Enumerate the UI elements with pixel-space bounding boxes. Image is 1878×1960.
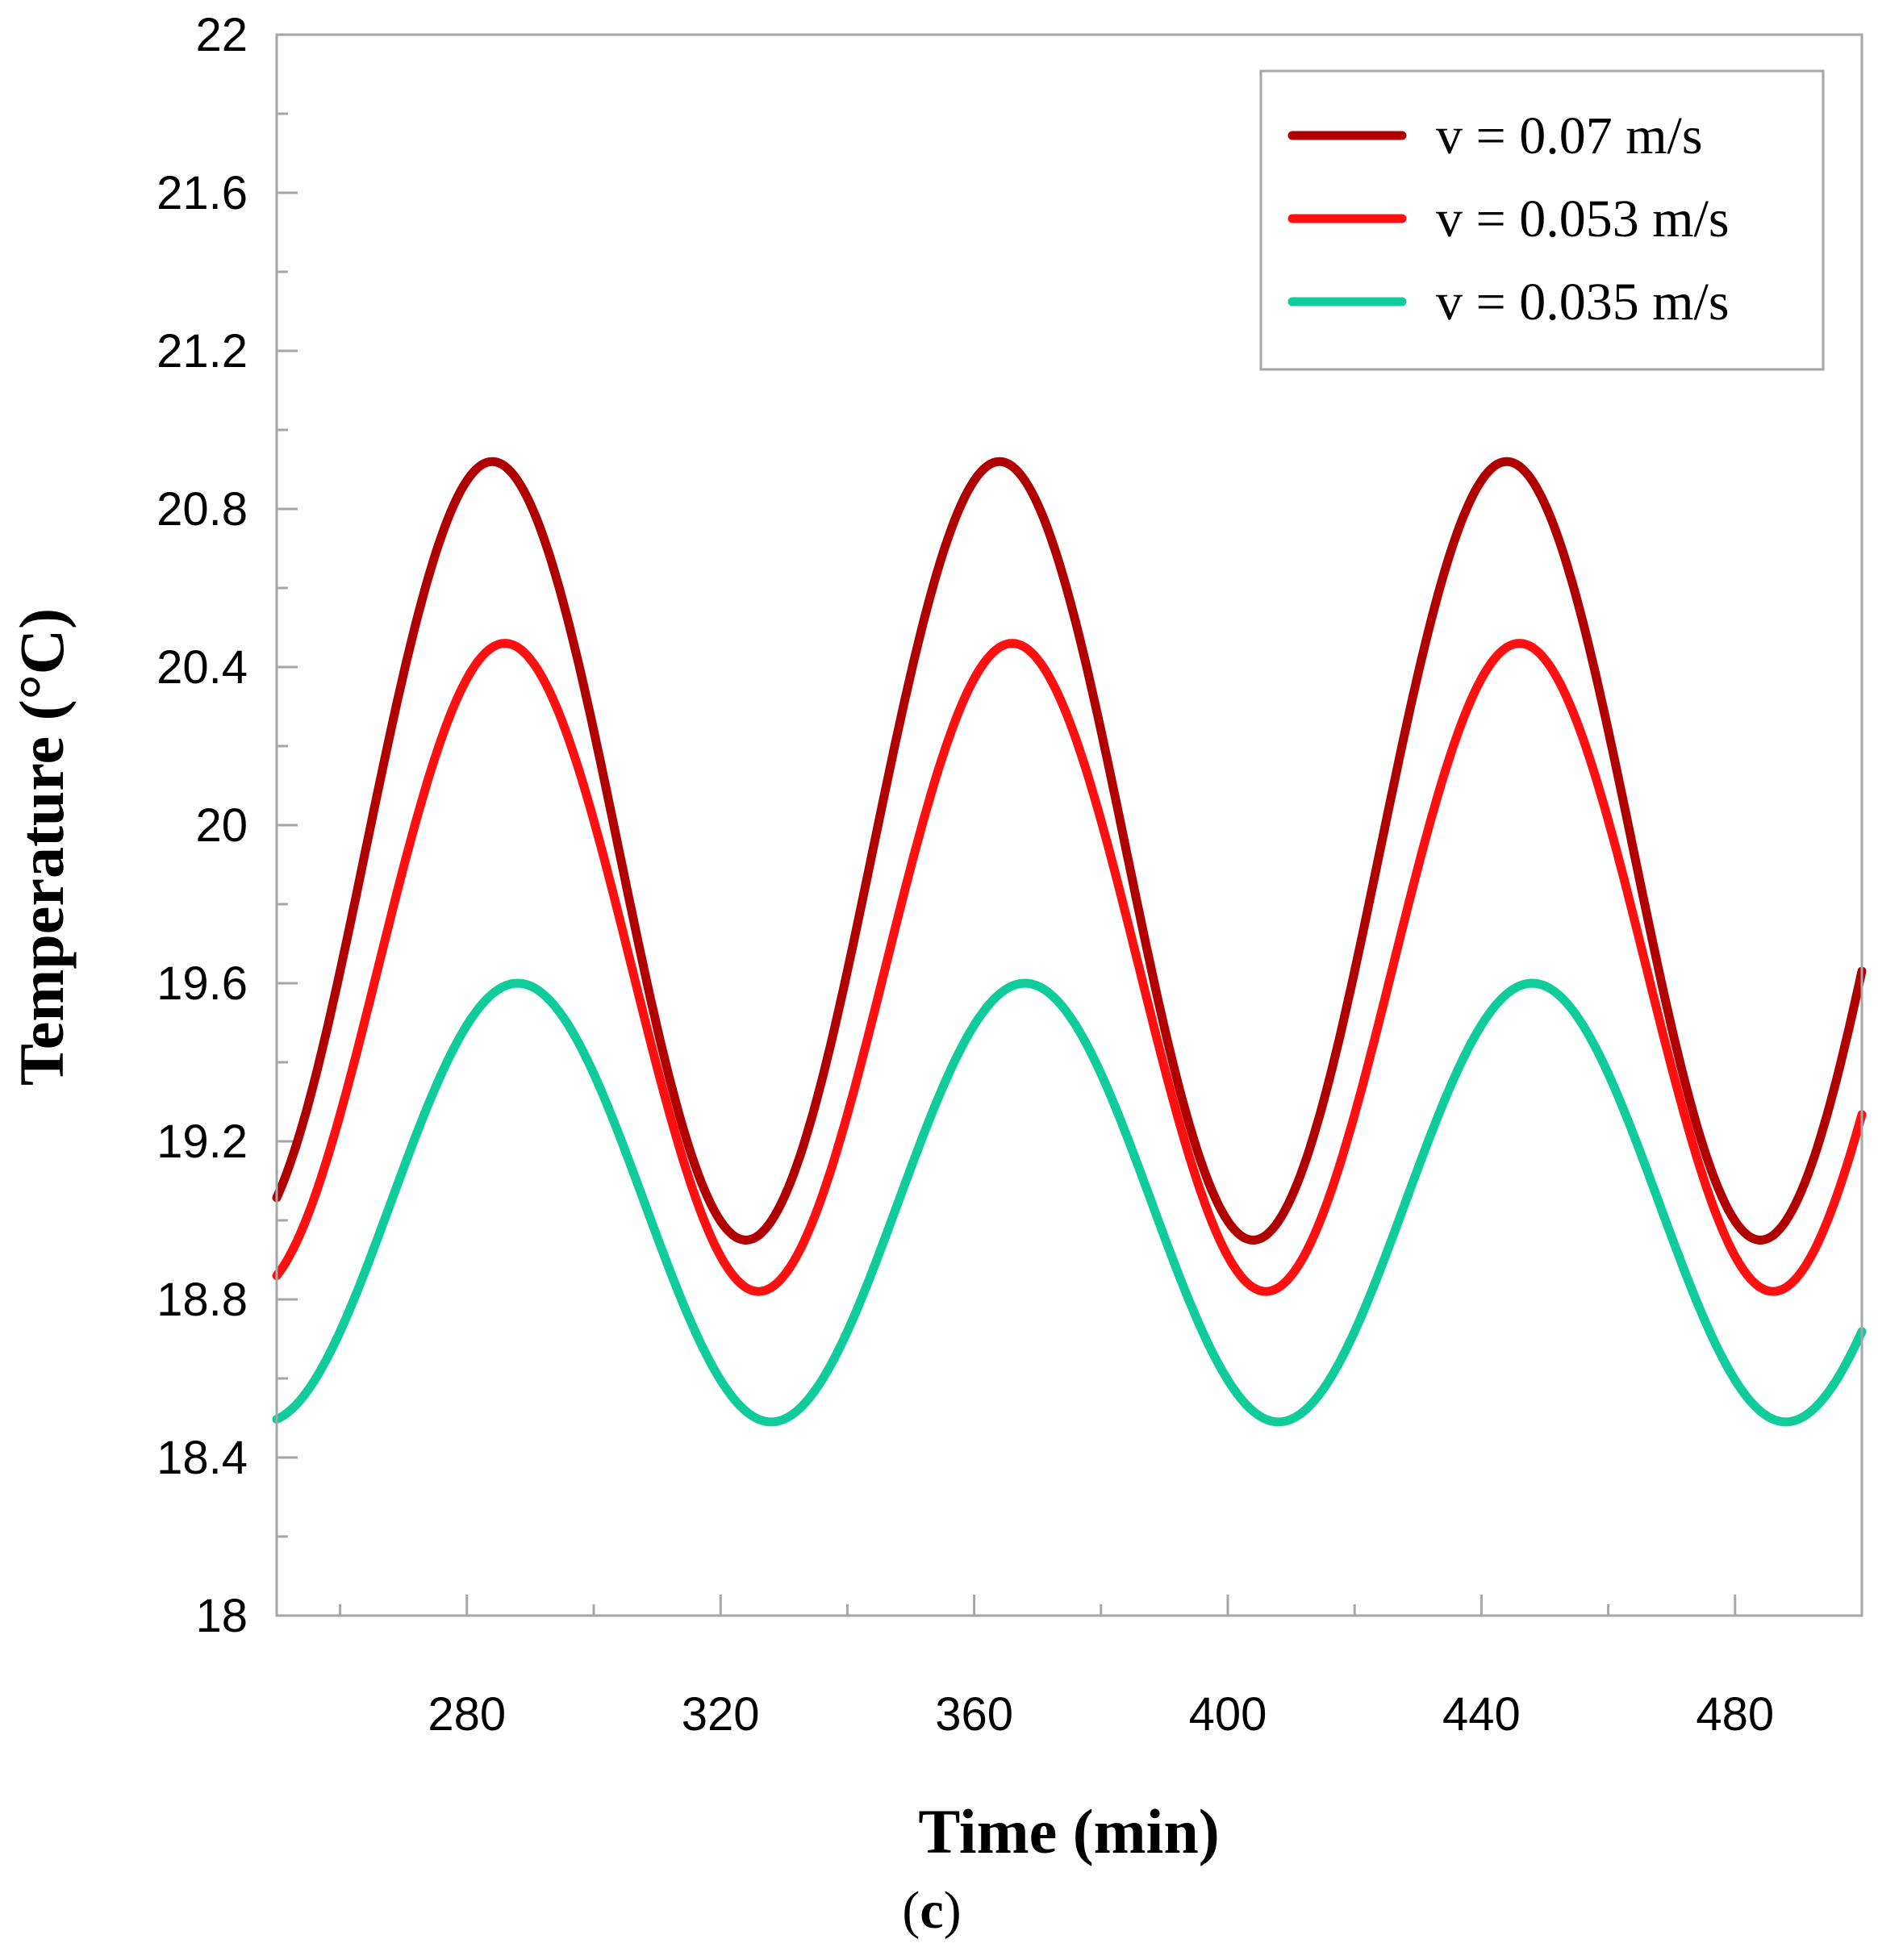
y-tick-label: 19.6 bbox=[156, 957, 248, 1010]
y-tick-label: 18 bbox=[195, 1590, 248, 1642]
caption-letter: c bbox=[920, 1881, 943, 1940]
x-tick-label: 480 bbox=[1696, 1688, 1774, 1741]
caption-open: ( bbox=[902, 1881, 920, 1940]
x-tick-label: 280 bbox=[428, 1688, 506, 1741]
series-line-1 bbox=[272, 457, 1867, 1245]
figure-caption: (c) bbox=[902, 1881, 961, 1940]
x-tick-label: 440 bbox=[1442, 1688, 1521, 1741]
legend-items: v = 0.07 m/s v = 0.053 m/s v = 0.035 m/s bbox=[1287, 106, 1730, 332]
y-tick-label: 19.2 bbox=[156, 1116, 248, 1168]
x-axis: 280 320 360 400 440 480 bbox=[339, 1595, 1863, 1741]
y-axis-title: Temperature (°C) bbox=[6, 608, 77, 1086]
series-line-2 bbox=[272, 639, 1867, 1296]
legend-label-2: v = 0.053 m/s bbox=[1436, 190, 1730, 248]
y-tick-label: 20.8 bbox=[156, 483, 248, 536]
y-tick-label: 18.4 bbox=[156, 1432, 248, 1484]
legend: v = 0.07 m/s v = 0.053 m/s v = 0.035 m/s bbox=[1259, 69, 1825, 371]
plot-area-frame bbox=[275, 33, 1863, 1617]
y-tick-label: 22 bbox=[195, 9, 248, 61]
x-tick-label: 400 bbox=[1189, 1688, 1267, 1741]
series-line-3 bbox=[272, 978, 1867, 1427]
y-tick-label: 21.6 bbox=[156, 167, 248, 219]
x-tick-label: 360 bbox=[935, 1688, 1013, 1741]
caption-close: ) bbox=[944, 1881, 962, 1940]
legend-label-1: v = 0.07 m/s bbox=[1436, 106, 1703, 165]
y-tick-label: 20.4 bbox=[156, 641, 248, 694]
x-axis-title: Time (min) bbox=[918, 1796, 1219, 1866]
y-tick-label: 20 bbox=[195, 799, 248, 852]
legend-label-3: v = 0.035 m/s bbox=[1436, 273, 1730, 332]
y-tick-label: 18.8 bbox=[156, 1274, 248, 1326]
y-tick-label: 21.2 bbox=[156, 325, 248, 377]
series-layer bbox=[272, 457, 1867, 1427]
y-axis: 18 18.4 18.8 19.2 19.6 20 20.4 20.8 21.2 21.6 22 bbox=[156, 9, 298, 1642]
x-tick-label: 320 bbox=[682, 1688, 760, 1741]
